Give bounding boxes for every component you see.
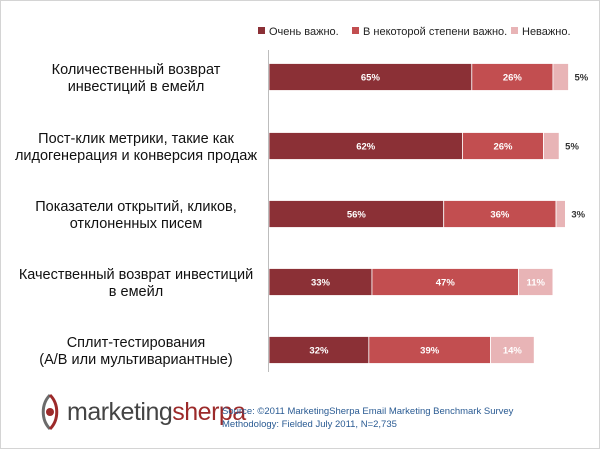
bar-segment	[543, 132, 560, 160]
data-label: 36%	[490, 210, 510, 221]
legend-label: Неважно.	[522, 26, 571, 38]
data-label: 5%	[575, 73, 589, 84]
legend-label: Очень важно.	[269, 26, 339, 38]
category-label: (А/В или мультивариантные)	[39, 352, 232, 368]
bar-segment	[371, 268, 519, 296]
category-label: в емейл	[109, 284, 163, 300]
data-label: 11%	[527, 278, 546, 289]
methodology-line: Methodology: Fielded July 2011, N=2,735	[222, 419, 397, 430]
bar-segment	[518, 268, 554, 296]
bars: 65% 26% 5% 62% 26% 5% 56% 36% 3% 33% 47% 11% 32% 39% 1…	[268, 63, 589, 364]
marketingsherpa-logo: marketing sherpa	[35, 392, 246, 432]
legend-label: В некоторой степени важно.	[363, 26, 507, 38]
category-label: Качественный возврат инвестиций	[19, 267, 253, 283]
bar-segment	[490, 336, 535, 364]
source-note: Source: ©2011 MarketingSherpa Email Mark…	[222, 405, 513, 431]
data-label: 33%	[311, 278, 331, 289]
logo-word-marketing: marketing	[67, 397, 173, 426]
bar-segment	[462, 132, 544, 160]
category-label: Количественный возврат	[52, 62, 221, 78]
data-label: 56%	[347, 210, 367, 221]
data-label: 26%	[503, 73, 523, 84]
legend-swatch	[258, 27, 265, 34]
data-label: 39%	[420, 346, 440, 357]
category-label: отклоненных писем	[70, 216, 203, 232]
data-label: 32%	[309, 346, 329, 357]
legend-swatch	[511, 27, 518, 34]
data-label: 26%	[493, 142, 513, 153]
category-label: Сплит-тестирования	[67, 335, 206, 351]
bar-segment	[555, 200, 566, 228]
logo-mark-icon	[41, 393, 59, 431]
bar-segment	[268, 336, 370, 364]
category-label: Показатели открытий, кликов,	[35, 199, 237, 215]
data-label: 65%	[361, 73, 381, 84]
data-label: 62%	[356, 142, 376, 153]
legend-swatch	[352, 27, 359, 34]
data-label: 14%	[503, 346, 523, 357]
data-label: 47%	[436, 278, 456, 289]
bar-segment	[268, 63, 473, 91]
bar-segment	[368, 336, 491, 364]
logo-word-sherpa: sherpa	[172, 397, 246, 426]
data-label: 3%	[571, 210, 585, 221]
bar-segment	[552, 63, 569, 91]
bar-segment	[471, 63, 554, 91]
source-line: Source: ©2011 MarketingSherpa Email Mark…	[222, 406, 514, 417]
bar-segment	[443, 200, 557, 228]
legend: Очень важно. В некоторой степени важно. Не…	[258, 26, 571, 38]
category-label: лидогенерация и конверсия продаж	[15, 148, 257, 164]
data-label: 5%	[565, 142, 579, 153]
category-label: инвестиций в емейл	[68, 79, 205, 95]
category-label: Пост-клик метрики, такие как	[38, 131, 234, 147]
